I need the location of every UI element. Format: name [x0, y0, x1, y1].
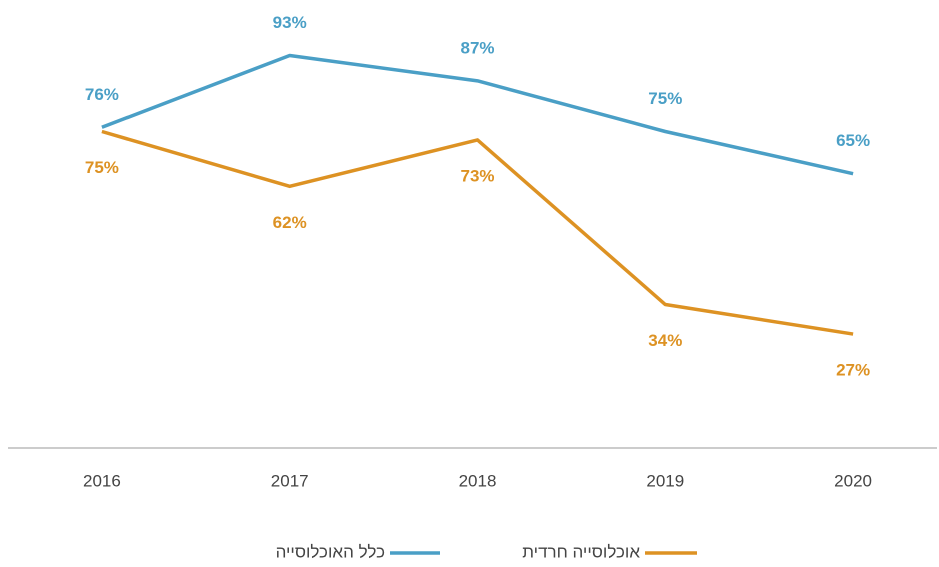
series-line	[101, 53, 854, 176]
data-label: 65%	[836, 131, 870, 150]
x-tick-label: 2020	[834, 471, 872, 490]
x-tick-label: 2016	[83, 471, 121, 490]
data-label: 34%	[648, 331, 682, 350]
data-label: 75%	[648, 89, 682, 108]
legend-label: כלל האוכלוסייה	[276, 542, 385, 561]
data-label: 75%	[85, 158, 119, 177]
data-label: 62%	[273, 213, 307, 232]
x-tick-label: 2017	[271, 471, 309, 490]
data-label: 76%	[85, 85, 119, 104]
data-label: 73%	[460, 166, 494, 185]
data-label: 87%	[460, 38, 494, 57]
legend-label: אוכלוסייה חרדית	[522, 542, 640, 561]
x-tick-label: 2019	[646, 471, 684, 490]
data-label: 93%	[273, 13, 307, 32]
data-label: 27%	[836, 361, 870, 380]
series-line	[101, 129, 854, 336]
x-tick-label: 2018	[459, 471, 497, 490]
